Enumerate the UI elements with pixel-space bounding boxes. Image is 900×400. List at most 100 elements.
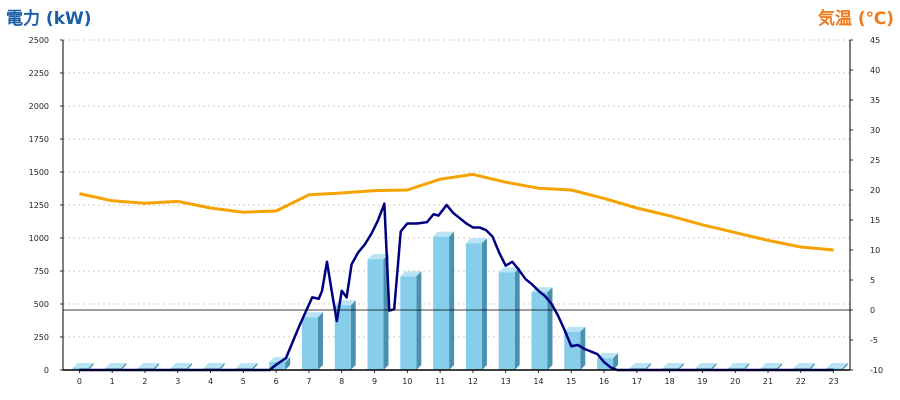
x-tick-label: 9 bbox=[372, 377, 377, 386]
bar-top bbox=[629, 363, 651, 368]
power-line bbox=[79, 202, 834, 372]
bar bbox=[301, 312, 323, 370]
bar-side bbox=[842, 363, 848, 370]
x-tick-label: 10 bbox=[402, 377, 412, 386]
bar-top bbox=[236, 363, 258, 368]
bar-side bbox=[121, 363, 127, 370]
bar-top bbox=[597, 353, 619, 359]
bar-side bbox=[777, 363, 783, 370]
bar-top bbox=[367, 254, 389, 260]
bar-side bbox=[547, 287, 553, 370]
x-tick-label: 23 bbox=[829, 377, 839, 386]
x-tick-label: 6 bbox=[274, 377, 279, 386]
bar-side bbox=[252, 363, 258, 370]
bar-face bbox=[269, 362, 286, 370]
bar-top bbox=[793, 363, 815, 368]
x-tick-label: 19 bbox=[697, 377, 707, 386]
left-tick-label: 1500 bbox=[29, 168, 49, 177]
bar bbox=[367, 254, 389, 370]
bar-side bbox=[645, 363, 651, 370]
bar bbox=[433, 231, 455, 370]
bar-side bbox=[285, 357, 291, 370]
axes bbox=[60, 39, 853, 373]
power-bars bbox=[72, 231, 848, 370]
bar-face bbox=[334, 305, 351, 370]
x-tick-label: 0 bbox=[77, 377, 82, 386]
x-tick-label: 13 bbox=[501, 377, 511, 386]
bar bbox=[826, 363, 848, 370]
bar-side bbox=[809, 363, 815, 370]
right-tick-label: -10 bbox=[870, 366, 883, 375]
x-tick-label: 14 bbox=[533, 377, 543, 386]
x-tick-label: 4 bbox=[208, 377, 213, 386]
right-tick-label: 30 bbox=[870, 126, 880, 135]
bar-top bbox=[465, 238, 487, 244]
bar bbox=[465, 238, 487, 370]
bar bbox=[334, 300, 356, 370]
bar-side bbox=[613, 353, 619, 370]
bar-top bbox=[105, 363, 127, 368]
right-tick-label: 25 bbox=[870, 156, 880, 165]
bar-side bbox=[678, 363, 684, 370]
left-tick-label: 2000 bbox=[29, 102, 49, 111]
bar-top bbox=[826, 363, 848, 368]
x-tick-label: 8 bbox=[339, 377, 344, 386]
x-tick-label: 11 bbox=[435, 377, 445, 386]
series-lines bbox=[79, 172, 834, 372]
right-tick-label: -5 bbox=[870, 336, 878, 345]
bar-top bbox=[72, 363, 94, 368]
bar-top bbox=[728, 363, 750, 368]
bar-top bbox=[498, 267, 520, 273]
bar bbox=[498, 267, 520, 370]
left-axis-title: 電力 (kW) bbox=[6, 9, 92, 29]
right-tick-label: 40 bbox=[870, 66, 880, 75]
x-tick-label: 3 bbox=[175, 377, 180, 386]
x-tick-label: 5 bbox=[241, 377, 246, 386]
bar-top bbox=[695, 363, 717, 368]
bar-side bbox=[219, 363, 225, 370]
bar-side bbox=[153, 363, 159, 370]
bar-side bbox=[317, 312, 323, 370]
left-tick-label: 750 bbox=[34, 267, 49, 276]
bar-top bbox=[301, 312, 323, 318]
x-tick-label: 2 bbox=[142, 377, 147, 386]
bar bbox=[531, 287, 553, 370]
bar-face bbox=[826, 368, 843, 370]
x-tick-label: 1 bbox=[110, 377, 115, 386]
temperature-line bbox=[79, 172, 834, 252]
left-tick-label: 0 bbox=[44, 366, 49, 375]
left-tick-label: 1250 bbox=[29, 201, 49, 210]
bar-top bbox=[400, 271, 422, 277]
bar-side bbox=[449, 231, 455, 370]
right-tick-label: 5 bbox=[870, 276, 875, 285]
x-tick-label: 17 bbox=[632, 377, 642, 386]
bar-side bbox=[88, 363, 94, 370]
bar-side bbox=[416, 271, 422, 370]
x-tick-label: 20 bbox=[730, 377, 740, 386]
left-tick-label: 500 bbox=[34, 300, 49, 309]
bar-top bbox=[203, 363, 225, 368]
bar-face bbox=[367, 259, 384, 370]
bar-top bbox=[137, 363, 159, 368]
x-tick-label: 15 bbox=[566, 377, 576, 386]
bar-top bbox=[433, 231, 455, 237]
bar-top bbox=[564, 326, 586, 332]
grid-lines bbox=[63, 39, 850, 338]
bar-top bbox=[170, 363, 192, 368]
bar-face bbox=[433, 236, 450, 370]
right-tick-label: 0 bbox=[870, 306, 875, 315]
bar-top bbox=[662, 363, 684, 368]
right-tick-label: 20 bbox=[870, 186, 880, 195]
bar-side bbox=[350, 300, 356, 370]
left-tick-label: 2500 bbox=[29, 36, 49, 45]
bar-side bbox=[744, 363, 750, 370]
x-tick-label: 22 bbox=[796, 377, 806, 386]
left-tick-label: 250 bbox=[34, 333, 49, 342]
bar-face bbox=[498, 272, 515, 370]
bar-face bbox=[465, 243, 482, 370]
bar-face bbox=[531, 292, 548, 370]
bar-side bbox=[514, 267, 520, 370]
x-tick-label: 12 bbox=[468, 377, 478, 386]
left-tick-label: 2250 bbox=[29, 69, 49, 78]
